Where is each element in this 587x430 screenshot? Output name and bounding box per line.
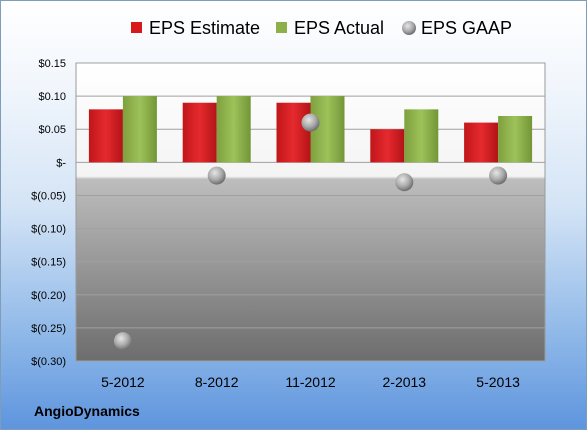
y-tick-label: $(0.10)	[31, 224, 66, 236]
y-tick-label: $(0.25)	[31, 323, 66, 335]
legend-eps-actual-label: EPS Actual	[294, 18, 384, 38]
eps-gaap-point	[301, 113, 320, 132]
x-tick-label: 11-2012	[285, 374, 336, 390]
legend-eps-actual-swatch	[276, 22, 287, 33]
x-tick-label: 5-2013	[476, 374, 520, 390]
eps-actual-bar	[498, 115, 533, 163]
x-tick-label: 8-2012	[195, 374, 239, 390]
legend-eps-estimate-swatch	[131, 22, 142, 33]
legend-eps-gaap-label: EPS GAAP	[421, 18, 512, 38]
y-tick-label: $0.05	[38, 124, 66, 136]
y-tick-label: $0.15	[38, 58, 66, 70]
y-tick-label: $(0.05)	[31, 190, 66, 202]
x-tick-label: 2-2013	[383, 374, 427, 390]
y-tick-label: $0.10	[38, 91, 66, 103]
y-tick-label: $(0.20)	[31, 290, 66, 302]
legend-eps-estimate-label: EPS Estimate	[149, 18, 260, 38]
eps-gaap-point	[113, 332, 132, 351]
eps-estimate-bar	[182, 102, 217, 163]
eps-actual-bar	[404, 109, 439, 163]
x-tick-label: 5-2012	[101, 374, 145, 390]
eps-actual-bar	[122, 96, 157, 163]
y-tick-label: $(0.30)	[31, 356, 66, 368]
eps-estimate-bar	[464, 122, 499, 163]
eps-estimate-bar	[370, 129, 405, 163]
y-tick-label: $-	[56, 157, 66, 169]
eps-estimate-bar	[276, 102, 311, 163]
eps-gaap-point	[395, 173, 414, 192]
company-name: AngioDynamics	[34, 403, 140, 419]
eps-gaap-point	[207, 166, 226, 185]
eps-estimate-bar	[88, 109, 123, 163]
legend-eps-gaap-swatch	[402, 21, 416, 35]
eps-gaap-point	[489, 166, 508, 185]
y-tick-label: $(0.15)	[31, 257, 66, 269]
eps-actual-bar	[216, 96, 251, 163]
